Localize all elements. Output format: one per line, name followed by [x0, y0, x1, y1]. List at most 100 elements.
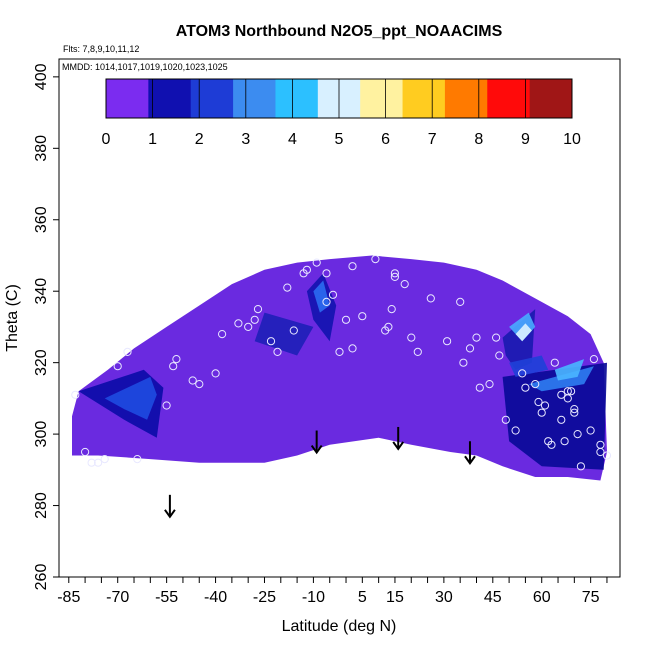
observation-point: [371, 255, 380, 264]
observation-point: [511, 426, 520, 435]
observation-point: [521, 383, 530, 392]
observation-point: [586, 426, 595, 435]
observation-point: [335, 347, 344, 356]
observation-point: [71, 390, 80, 399]
x-tick-label: -25: [253, 589, 276, 606]
colorbar-tick-label: 10: [563, 131, 581, 148]
observation-point: [501, 415, 510, 424]
observation-point: [211, 369, 220, 378]
observation-point: [407, 333, 416, 342]
x-tick-label: -85: [57, 589, 80, 606]
colorbar: 0 1 2 3 4 5 6 7 8 9 10: [102, 78, 581, 148]
observation-point: [94, 458, 103, 467]
colorbar-segment: [529, 79, 573, 118]
observation-point: [328, 290, 338, 299]
observation-point: [289, 326, 298, 335]
observation-point: [547, 440, 556, 449]
arrow-layer: [164, 426, 476, 519]
down-arrow: [392, 426, 405, 451]
observation-point: [273, 347, 282, 356]
arrow-head: [310, 444, 323, 455]
y-axis-label: Theta (C): [4, 284, 21, 352]
colorbar-segment: [487, 79, 531, 118]
x-axis: -85 -70 -55 -40 -25 -10 5 15 30 45 60 75: [57, 577, 608, 606]
observation-point: [589, 355, 599, 364]
x-tick-label: 15: [386, 589, 404, 606]
y-axis: 260 280 300 320 340 360 380 400: [33, 63, 59, 590]
colorbar-tick-label: 3: [241, 131, 250, 148]
x-tick-label: 60: [533, 589, 551, 606]
chart-title: ATOM3 Northbound N2O5_ppt_NOAACIMS: [176, 23, 503, 40]
observation-point: [87, 458, 96, 467]
observation-point: [557, 415, 566, 424]
colorbar-tick-label: 8: [474, 131, 483, 148]
observation-point: [550, 358, 559, 367]
observation-point: [596, 447, 605, 457]
observation-point: [113, 362, 122, 371]
observation-point: [570, 405, 579, 414]
observation-point: [537, 408, 546, 417]
observation-point: [390, 272, 399, 281]
observation-point: [390, 269, 399, 278]
observation-point: [250, 315, 259, 324]
observation-point: [169, 362, 178, 371]
mmdd-label: MMDD: 1014,1017,1019,1020,1023,1025: [62, 62, 228, 72]
observation-point: [563, 394, 572, 403]
observation-point: [518, 369, 527, 378]
colorbar-tick-label: 2: [195, 131, 204, 148]
observation-point: [400, 280, 409, 289]
y-tick-label: 360: [33, 206, 50, 233]
y-tick-label: 280: [33, 492, 50, 519]
observation-point: [123, 347, 132, 356]
colorbar-segment: [106, 79, 149, 118]
arrow-head: [392, 441, 405, 451]
x-tick-label: 30: [435, 589, 453, 606]
observation-point: [322, 269, 331, 278]
observation-point: [302, 265, 311, 274]
observation-point: [531, 380, 540, 389]
observation-layer: [71, 255, 612, 471]
colorbar-tick-label: 4: [288, 131, 297, 148]
observation-point: [188, 376, 197, 385]
observation-point: [472, 333, 481, 342]
observation-point: [495, 351, 504, 360]
observation-point: [576, 462, 586, 471]
flights-label: Flts: 7,8,9,10,11,12: [63, 44, 139, 54]
down-arrow: [464, 441, 476, 465]
observation-point: [557, 390, 566, 399]
observation-point: [218, 330, 227, 339]
observation-point: [426, 294, 435, 303]
y-tick-label: 380: [33, 135, 50, 162]
colorbar-segment: [360, 79, 404, 118]
colorbar-tick-label: 5: [335, 131, 344, 148]
x-tick-label: -70: [106, 589, 129, 606]
down-arrow: [310, 430, 323, 455]
observation-point: [253, 305, 263, 314]
arrow-head: [164, 509, 176, 519]
observation-point: [266, 337, 276, 346]
arrow-head: [464, 455, 476, 465]
observation-point: [341, 315, 351, 324]
colorbar-tick-label: 0: [102, 131, 111, 148]
observation-point: [459, 358, 468, 367]
colorbar-segment: [148, 79, 192, 118]
colorbar-segment: [444, 79, 488, 118]
x-tick-label: 5: [358, 589, 367, 606]
observation-point: [322, 297, 331, 306]
observation-point: [456, 297, 465, 306]
y-tick-label: 320: [33, 349, 50, 376]
observation-point: [348, 344, 357, 353]
observation-point: [100, 455, 109, 464]
observation-point: [492, 333, 501, 342]
field-patch: [515, 323, 532, 342]
y-tick-label: 260: [33, 564, 50, 591]
colorbar-segment: [402, 79, 446, 118]
field-patch: [313, 280, 330, 313]
colorbar-tick-label: 9: [521, 131, 530, 148]
x-axis-label: Latitude (deg N): [282, 618, 397, 635]
observation-point: [312, 258, 321, 267]
x-tick-label: -55: [155, 589, 178, 606]
x-tick-label: -10: [302, 589, 325, 606]
colorbar-tick-label: 1: [148, 131, 157, 148]
